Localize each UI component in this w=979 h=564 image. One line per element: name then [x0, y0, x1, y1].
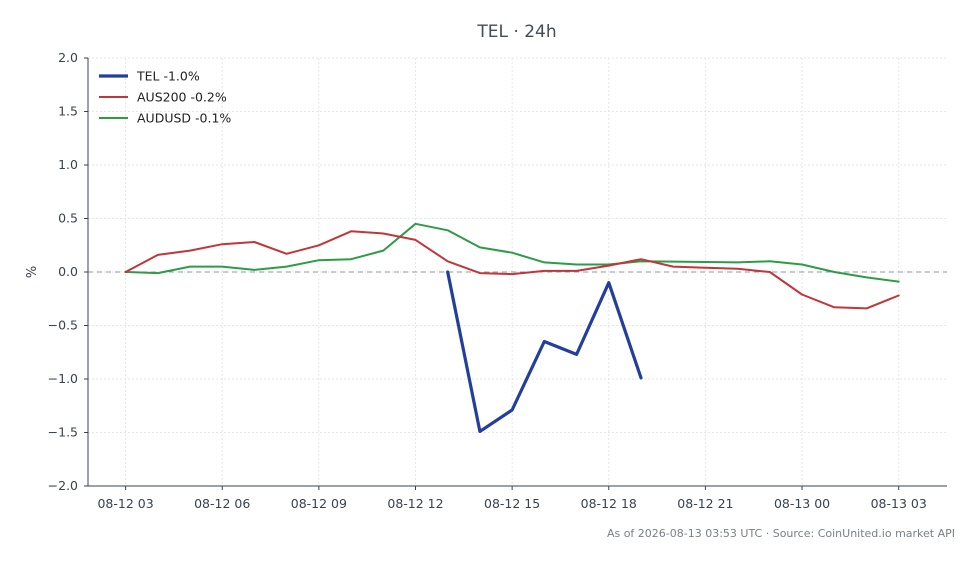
legend-label: TEL -1.0% [136, 69, 200, 84]
x-tick-label: 08-12 06 [194, 496, 250, 511]
tick-labels: 2.0 1.5 1.0 0.5 0.0 −0.5 −1.0 −1.5 −2.0 08-12 03 0… [48, 50, 927, 511]
footer-source: As of 2026-08-13 03:53 UTC · Source: Coi… [607, 527, 955, 540]
legend-label: AUDUSD -0.1% [137, 111, 231, 126]
x-tick-label: 08-13 00 [774, 496, 830, 511]
x-tick-label: 08-13 03 [871, 496, 927, 511]
x-tick-label: 08-12 18 [581, 496, 637, 511]
y-tick-label: 0.0 [58, 264, 78, 279]
legend-label: AUS200 -0.2% [137, 90, 227, 105]
series-layer [124, 222, 900, 433]
legend: TEL -1.0% AUS200 -0.2% AUDUSD -0.1% [99, 69, 231, 126]
axes [84, 57, 947, 490]
y-tick-label: −2.0 [48, 478, 78, 493]
x-tick-label: 08-12 21 [677, 496, 733, 511]
x-tick-label: 08-12 09 [291, 496, 347, 511]
x-tick-label: 08-12 15 [484, 496, 540, 511]
series-line-tel [446, 270, 643, 433]
series-line-aus200 [124, 230, 900, 310]
y-axis-label: % [25, 266, 40, 278]
y-tick-label: 0.5 [58, 211, 78, 226]
y-tick-label: 2.0 [58, 50, 78, 65]
y-tick-label: 1.0 [58, 157, 78, 172]
series-line-audusd [124, 222, 900, 283]
y-tick-label: −1.0 [48, 371, 78, 386]
chart-title: TEL · 24h [476, 22, 556, 42]
y-tick-label: −1.5 [48, 425, 78, 440]
x-tick-label: 08-12 03 [97, 496, 153, 511]
x-tick-label: 08-12 12 [387, 496, 443, 511]
y-tick-label: 1.5 [58, 104, 78, 119]
y-tick-label: −0.5 [48, 318, 78, 333]
